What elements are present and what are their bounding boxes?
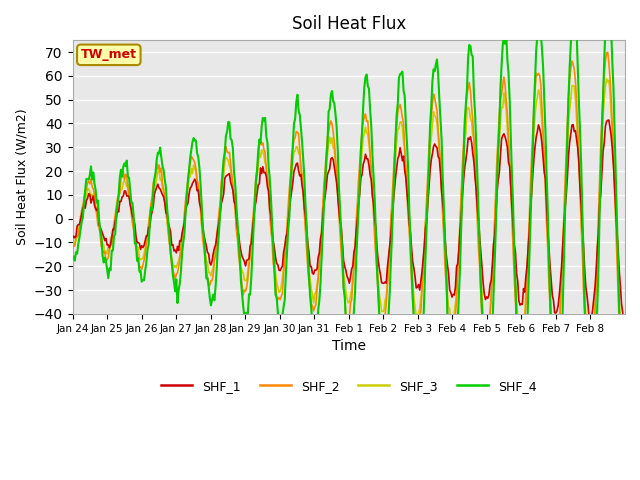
SHF_1 [570,129,578,134]
Title: Soil Heat Flux: Soil Heat Flux [292,15,406,33]
SHF_2 [604,49,612,55]
SHF_1 [301,214,309,220]
SHF_4 [68,255,76,261]
SHF_3 [621,356,629,362]
SHF_2 [301,229,309,235]
SHF_1 [241,259,248,264]
SHF_2 [68,242,76,248]
Line: SHF_3: SHF_3 [72,79,625,364]
SHF_1 [605,117,612,123]
SHF_1 [620,322,628,327]
SHF_2 [241,287,248,293]
SHF_1 [404,202,412,207]
Line: SHF_2: SHF_2 [72,52,625,389]
SHF_3 [603,76,611,82]
Line: SHF_4: SHF_4 [72,0,625,438]
SHF_1 [621,314,629,320]
Y-axis label: Soil Heat Flux (W/m2): Soil Heat Flux (W/m2) [15,108,28,245]
SHF_1 [68,235,76,241]
Text: TW_met: TW_met [81,48,137,61]
SHF_4 [241,313,248,319]
SHF_4 [404,166,412,172]
SHF_4 [570,13,578,19]
SHF_3 [620,361,628,367]
SHF_4 [301,204,309,209]
SHF_4 [604,0,612,1]
SHF_4 [378,351,385,357]
SHF_2 [475,246,483,252]
SHF_3 [378,309,385,314]
SHF_3 [68,243,76,249]
SHF_2 [378,325,385,331]
SHF_3 [570,84,578,89]
SHF_3 [404,204,412,210]
SHF_1 [378,280,385,286]
SHF_2 [621,386,629,392]
Line: SHF_1: SHF_1 [72,120,625,324]
Legend: SHF_1, SHF_2, SHF_3, SHF_4: SHF_1, SHF_2, SHF_3, SHF_4 [156,375,541,398]
SHF_3 [475,232,483,238]
SHF_3 [241,277,248,283]
SHF_4 [475,210,483,216]
SHF_2 [570,66,578,72]
SHF_4 [621,435,629,441]
X-axis label: Time: Time [332,339,366,353]
SHF_2 [404,214,412,219]
SHF_1 [475,216,483,222]
SHF_3 [301,218,309,224]
